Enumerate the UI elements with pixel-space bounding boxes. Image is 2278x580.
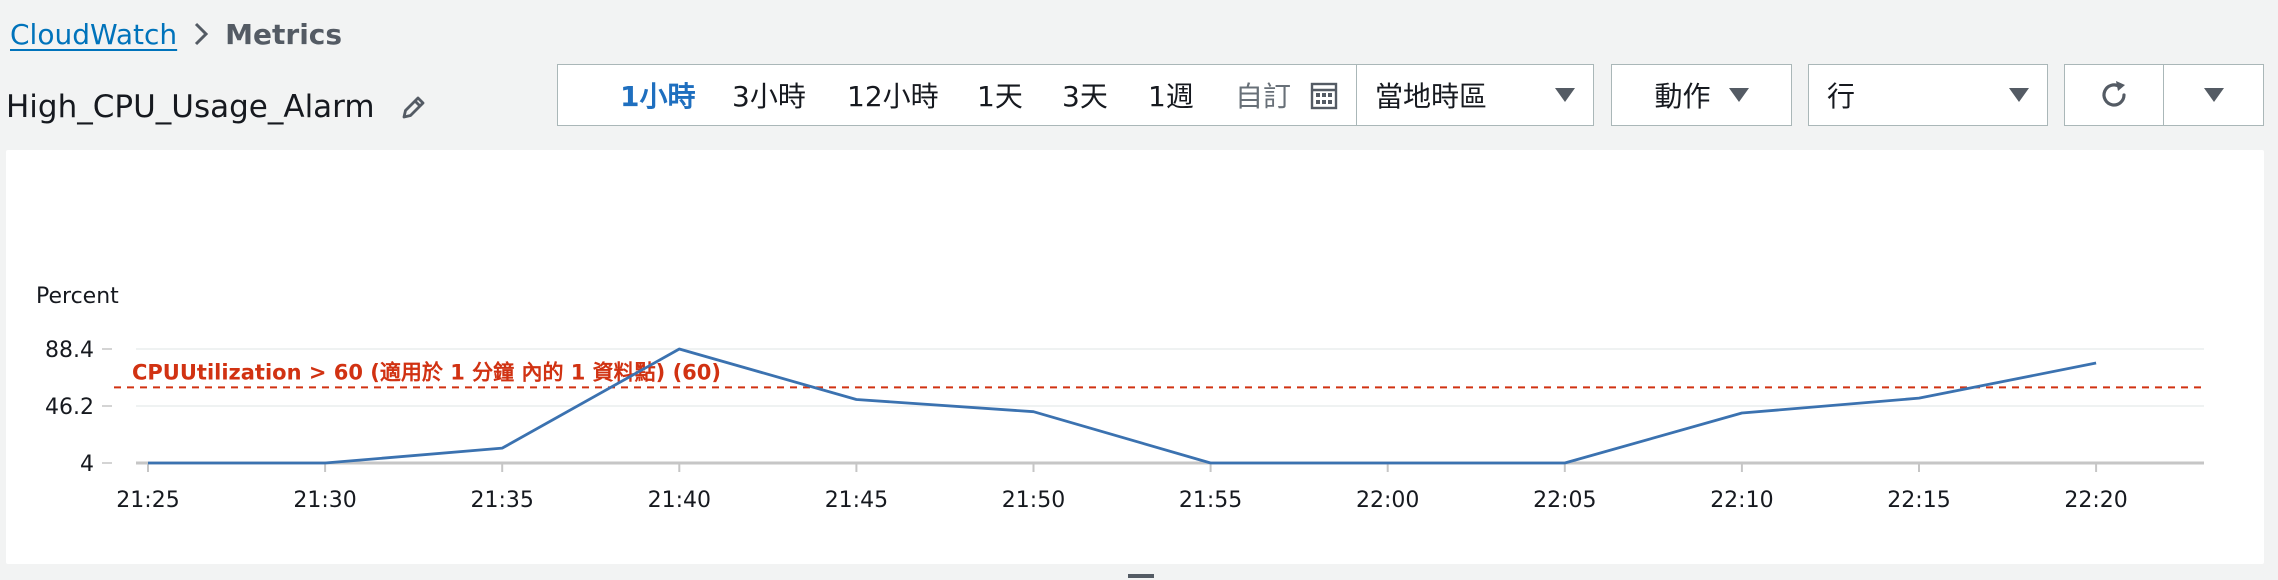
refresh-icon [2102,81,2126,107]
chart-panel: Percent 88.4 46.2 4 21:25 21:30 21:35 21:40 21:4… [6,150,2264,564]
x-tick-label: 21:50 [1002,488,1065,513]
y-tick-label: 4 [80,452,94,477]
x-tick-label: 22:05 [1533,488,1596,513]
caret-down-icon [1728,88,1749,102]
x-tick-label: 21:45 [825,488,888,513]
actions-dropdown[interactable]: 動作 [1611,64,1792,126]
threshold-label: CPUUtilization > 60 (適用於 1 分鐘 內的 1 資料點) … [132,360,721,384]
actions-label: 動作 [1654,80,1711,113]
x-tick-label: 22:20 [2064,488,2127,513]
breadcrumb: CloudWatch Metrics [10,14,342,54]
refresh-options-button[interactable] [2163,64,2264,126]
caret-down-icon [1555,88,1575,102]
x-tick-label: 21:30 [293,488,356,513]
title-row: High_CPU_Usage_Alarm [6,82,431,132]
chevron-right-icon [177,14,225,54]
time-range-group: 1小時 3小時 12小時 1天 3天 1週 自訂 [557,64,1357,126]
refresh-button[interactable] [2064,64,2164,126]
y-tick-label: 46.2 [45,395,94,420]
range-1w-button[interactable]: 1週 [1148,80,1194,113]
x-tick-label: 21:35 [470,488,533,513]
caret-down-icon [2009,88,2029,102]
resize-handle[interactable] [1128,574,1154,578]
x-tick-label: 22:15 [1887,488,1950,513]
range-custom-button[interactable]: 自訂 [1235,80,1292,113]
range-12h-button[interactable]: 12小時 [847,80,939,113]
timezone-label: 當地時區 [1375,80,1488,113]
x-tick-label: 21:25 [116,488,179,513]
line-chart: Percent 88.4 46.2 4 21:25 21:30 21:35 21:40 21:4… [36,284,2204,513]
x-tick-label: 22:10 [1710,488,1773,513]
page-title: High_CPU_Usage_Alarm [6,89,375,125]
x-tick-label: 21:40 [648,488,711,513]
x-tick-label: 21:55 [1179,488,1242,513]
timezone-dropdown[interactable]: 當地時區 [1356,64,1594,126]
range-3h-button[interactable]: 3小時 [732,80,806,113]
calendar-icon[interactable] [1310,82,1338,110]
breadcrumb-current: Metrics [225,17,343,51]
caret-down-icon [2203,88,2224,102]
graph-type-label: 行 [1827,80,1856,113]
breadcrumb-cloudwatch-link[interactable]: CloudWatch [10,17,178,51]
range-3d-button[interactable]: 3天 [1062,80,1108,113]
graph-type-dropdown[interactable]: 行 [1808,64,2048,126]
range-1d-button[interactable]: 1天 [977,80,1023,113]
x-tick-label: 22:00 [1356,488,1419,513]
range-1h-button[interactable]: 1小時 [620,80,696,113]
y-axis-title: Percent [36,284,119,309]
series-line [148,347,2097,465]
pencil-icon[interactable] [397,90,431,124]
y-tick-label: 88.4 [45,338,94,363]
